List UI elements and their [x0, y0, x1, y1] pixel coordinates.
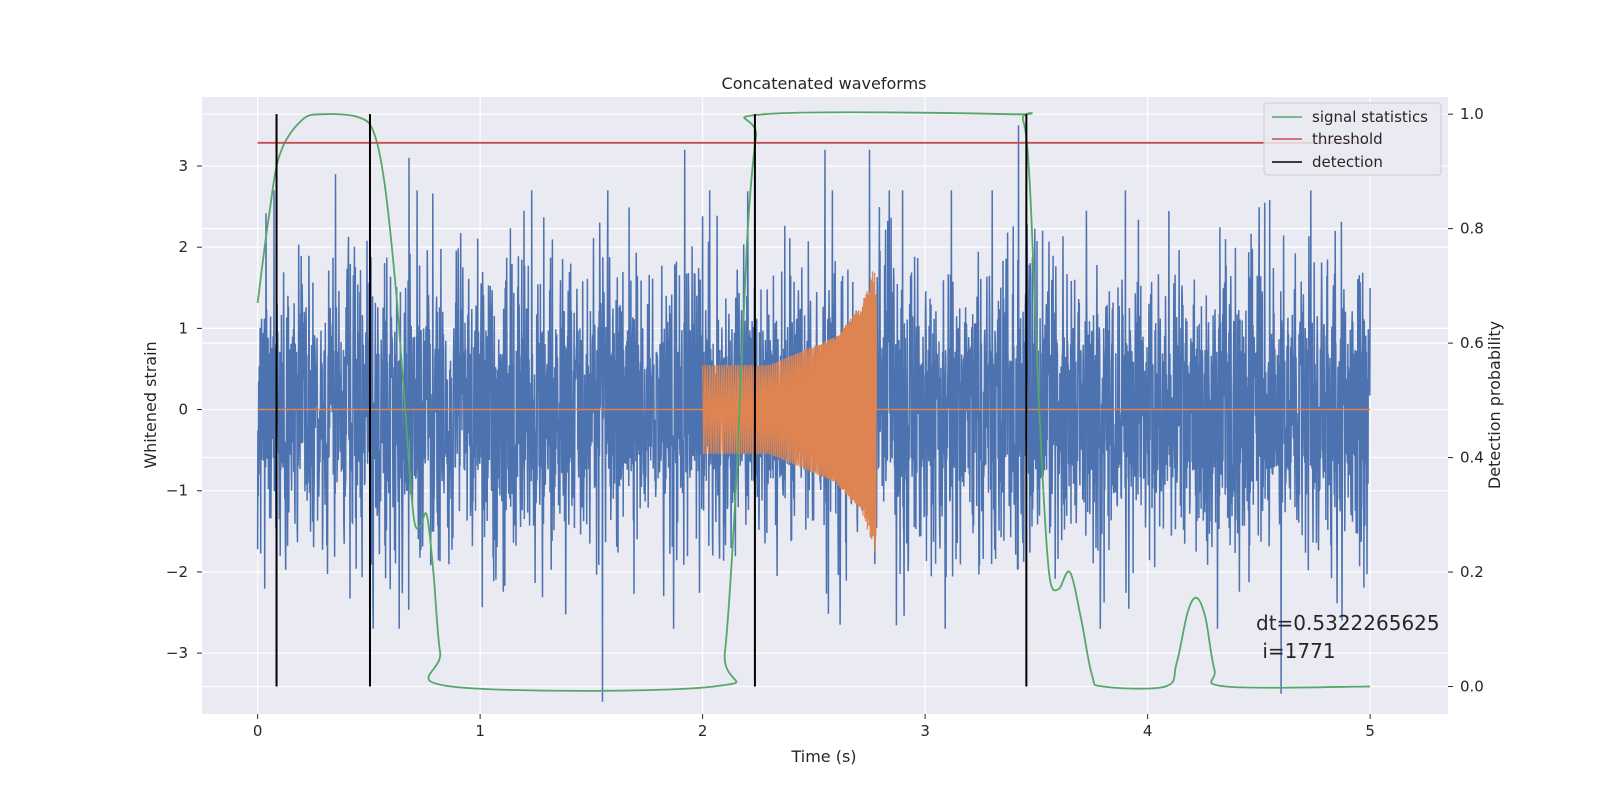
y2-tick-label: 0.4 [1460, 449, 1484, 467]
x-tick-label: 3 [920, 722, 930, 740]
series-layer [256, 111, 1371, 702]
y2-axis-label: Detection probability [1485, 321, 1504, 489]
legend-box [1263, 102, 1442, 176]
y2-tick-label: 0.2 [1460, 563, 1484, 581]
x-tick-label: 0 [253, 722, 263, 740]
legend-label-threshold: threshold [1312, 130, 1383, 148]
legend-label-signal-statistics: signal statistics [1312, 108, 1428, 126]
y-tick-label: 3 [178, 157, 188, 175]
left-axis: 3 2 1 0 −1 −2 −3 [166, 157, 202, 662]
y-tick-label: 1 [178, 319, 188, 337]
y2-tick-label: 0.0 [1460, 678, 1484, 696]
x-tick-label: 5 [1365, 722, 1375, 740]
y-tick-label: 2 [178, 238, 188, 256]
annotation-i: i=1771 [1256, 639, 1336, 663]
y-axis-label: Whitened strain [141, 341, 160, 468]
y-tick-label: 0 [178, 401, 188, 419]
y-tick-label: −2 [166, 563, 188, 581]
y-tick-label: −1 [166, 482, 188, 500]
y2-tick-label: 0.6 [1460, 334, 1484, 352]
x-axis: 0 1 2 3 4 5 [253, 714, 1375, 740]
series-line-signal-statistics [256, 111, 1371, 692]
legend: signal statistics threshold detection [1263, 102, 1442, 176]
x-tick-label: 2 [698, 722, 708, 740]
y-tick-label: −3 [166, 644, 188, 662]
x-tick-label: 1 [475, 722, 485, 740]
y2-tick-label: 1.0 [1460, 105, 1484, 123]
annotation-dt: dt=0.5322265625 [1256, 611, 1440, 635]
y2-tick-label: 0.8 [1460, 220, 1484, 238]
right-axis: 1.0 0.8 0.6 0.4 0.2 0.0 [1448, 105, 1484, 696]
series-line-injected-waveform [701, 271, 877, 554]
legend-label-detection: detection [1312, 153, 1383, 171]
chart-title: Concatenated waveforms [722, 74, 927, 93]
x-tick-label: 4 [1143, 722, 1153, 740]
x-axis-label: Time (s) [790, 747, 856, 766]
